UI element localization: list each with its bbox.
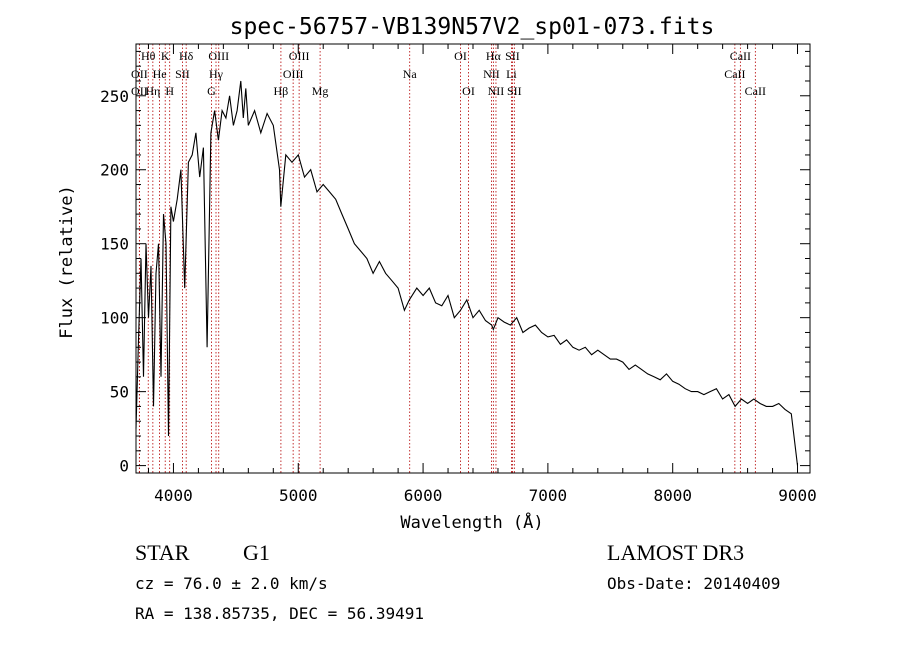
x-axis: 4000 5000 6000 7000 8000 9000 <box>147 44 817 505</box>
chart-title: spec-56757-VB139N57V2_sp01-073.fits <box>230 14 715 40</box>
line-label-9: OIII <box>208 49 229 63</box>
line-label-17: OI <box>454 49 467 63</box>
line-label-14: OIII <box>283 67 304 81</box>
line-label-27: CaII <box>745 84 766 98</box>
line-label-7: SII <box>175 67 190 81</box>
y-tick-label-2: 100 <box>100 309 129 328</box>
y-tick-label-0: 0 <box>119 457 129 476</box>
survey-name: LAMOST DR3 <box>607 540 745 565</box>
y-axis: 0 50 100 150 200 250 <box>100 50 810 476</box>
line-label-0: Hθ <box>141 49 156 63</box>
line-label-4: Hη <box>145 84 160 98</box>
line-label-26: CaII <box>724 67 745 81</box>
line-label-25: CaII <box>730 49 751 63</box>
x-tick-label-0: 4000 <box>154 486 193 505</box>
line-label-12: Hβ <box>274 84 289 98</box>
object-subclass: G1 <box>243 540 270 565</box>
y-tick-label-5: 250 <box>100 87 129 106</box>
line-label-8: Hδ <box>179 49 194 63</box>
line-label-13: OIII <box>289 49 310 63</box>
x-tick-label-5: 9000 <box>778 486 817 505</box>
line-label-16: Na <box>403 67 418 81</box>
object-class: STAR <box>135 540 190 565</box>
line-label-20: SII <box>505 49 520 63</box>
line-label-5: K <box>161 49 170 63</box>
line-label-1: OII <box>131 67 148 81</box>
emission-line-markers <box>138 44 756 473</box>
y-tick-label-4: 200 <box>100 161 129 180</box>
x-tick-label-4: 8000 <box>653 486 692 505</box>
coordinates: RA = 138.85735, DEC = 56.39491 <box>135 604 424 623</box>
line-label-21: NII <box>483 67 500 81</box>
y-tick-label-3: 150 <box>100 235 129 254</box>
line-label-19: Hα <box>486 49 502 63</box>
y-tick-label-1: 50 <box>110 383 129 402</box>
line-label-18: OI <box>462 84 475 98</box>
x-tick-label-3: 7000 <box>529 486 568 505</box>
line-label-15: Mg <box>312 84 329 98</box>
line-label-11: G <box>207 84 216 98</box>
line-label-24: SII <box>507 84 522 98</box>
x-tick-label-2: 6000 <box>404 486 443 505</box>
velocity: cz = 76.0 ± 2.0 km/s <box>135 574 328 593</box>
line-label-3: He <box>153 67 167 81</box>
line-label-6: H <box>165 84 174 98</box>
y-axis-label: Flux (relative) <box>57 185 77 339</box>
x-axis-label: Wavelength (Å) <box>400 511 543 533</box>
line-label-22: Li <box>506 67 517 81</box>
line-label-10: Hγ <box>209 67 224 81</box>
line-label-2: OII <box>131 84 148 98</box>
x-tick-label-1: 5000 <box>279 486 318 505</box>
observation-date: Obs-Date: 20140409 <box>607 574 781 593</box>
spectrum-line <box>135 80 799 466</box>
line-label-23: NII <box>488 84 505 98</box>
